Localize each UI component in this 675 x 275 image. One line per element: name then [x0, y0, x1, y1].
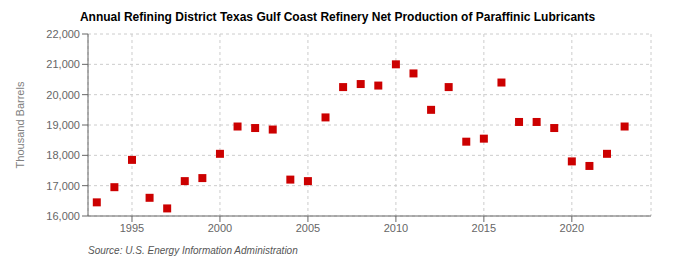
svg-text:20,000: 20,000 [46, 89, 80, 101]
svg-text:19,000: 19,000 [46, 119, 80, 131]
html-text:Annual Refining District Texas: Annual Refining District Texas Gulf Coas… [79, 10, 596, 24]
svg-text:2010: 2010 [384, 222, 408, 234]
svg-text:17,000: 17,000 [46, 180, 80, 192]
svg-text:2015: 2015 [472, 222, 496, 234]
svg-text:2020: 2020 [560, 222, 584, 234]
svg-text:18,000: 18,000 [46, 149, 80, 161]
svg-text:21,000: 21,000 [46, 58, 80, 70]
svg-text:16,000: 16,000 [46, 210, 80, 222]
svg-text:1995: 1995 [120, 222, 144, 234]
svg-text:2000: 2000 [208, 222, 232, 234]
svg-text:Thousand Barrels: Thousand Barrels [14, 81, 26, 168]
svg-text:2005: 2005 [296, 222, 320, 234]
svg-text:22,000: 22,000 [46, 28, 80, 40]
html-text:Source: U.S. Energy Informatio: Source: U.S. Energy Information Administ… [88, 245, 298, 256]
